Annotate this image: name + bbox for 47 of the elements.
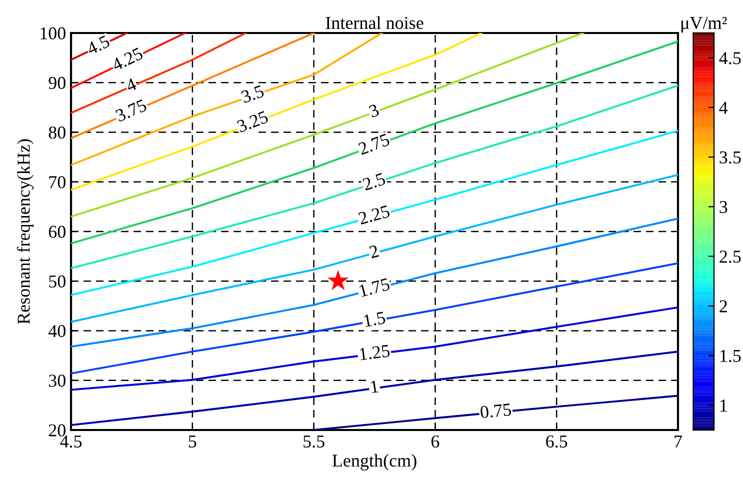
line-series [71,32,482,191]
y-tick-label: 50 [49,275,66,288]
color-bar-label: 1.5 [720,350,741,362]
color-bar-label: 3 [720,200,728,214]
color-bar-label: 3.5 [720,151,741,164]
text: 1.25 [359,344,390,360]
x-tick-label: 5 [188,436,196,448]
color-bar-label: 2 [720,300,727,312]
line-series [71,262,678,374]
text: 2.5 [362,172,386,191]
x-axis-title: Length(cm) [332,454,416,470]
y-tick-label: 20 [48,424,66,436]
text: 4.25 [110,47,144,72]
color-bar-label: 4.5 [719,52,741,64]
text: 3.75 [114,98,148,122]
x-tick-label: 6 [431,435,440,448]
text: 0.75 [480,403,512,418]
text: 3 [368,104,380,118]
color-bar-label: 2.5 [720,250,741,263]
text: 3.25 [236,110,269,133]
x-tick-label: 6.5 [546,435,568,448]
x-tick-label: 4.5 [60,436,82,448]
y-tick-label: 80 [48,126,66,139]
y-tick-label: 70 [49,176,66,188]
line-series [312,394,678,430]
y-tick-label: 40 [48,325,66,338]
text: 1.75 [358,278,390,298]
y-tick-label: 30 [48,374,66,387]
text: 4.5 [86,35,110,56]
text: 2.75 [358,133,390,156]
text: 2 [368,244,380,258]
text: 2.25 [358,205,390,225]
x-tick-label: 5.5 [304,436,324,448]
text: 4 [124,78,138,92]
y-axis-title: Resonant frequency(kHz) [16,139,34,324]
color-bar-title: μV/m² [681,16,727,33]
chart-title: Internal noise [326,16,424,29]
y-tick-label: 100 [40,27,66,40]
text: 1.5 [364,311,386,328]
line-series [71,306,678,391]
color-bar-label: 4 [719,102,728,114]
y-tick-label: 60 [48,226,66,238]
color-bar-label: 1 [720,400,727,412]
x-tick-label: 7 [674,436,682,448]
y-tick-label: 90 [48,76,66,90]
text: 1 [370,380,379,394]
text: 3.5 [240,84,265,104]
